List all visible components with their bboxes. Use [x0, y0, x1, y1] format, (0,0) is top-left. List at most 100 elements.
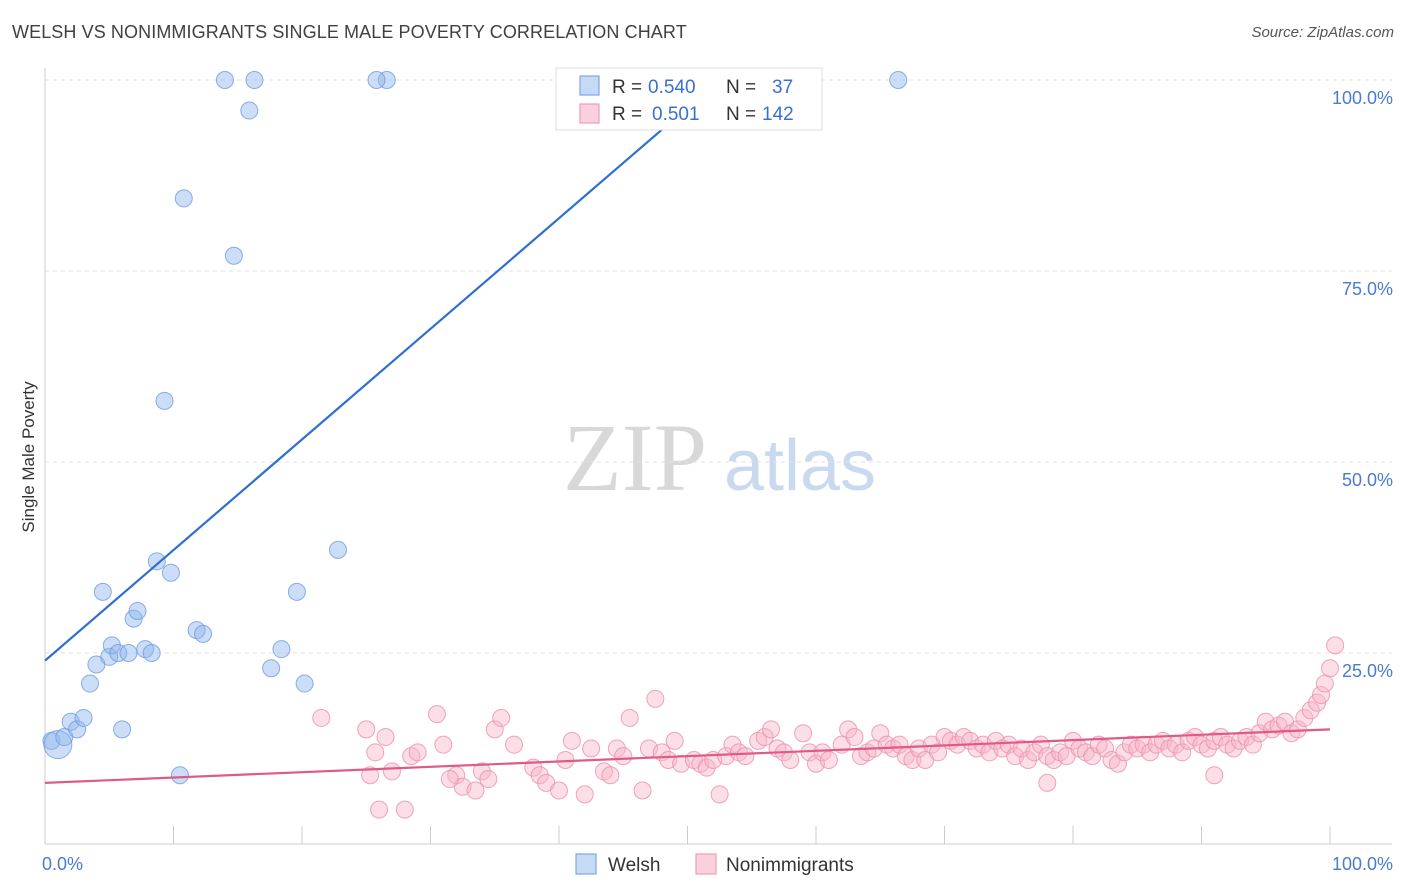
nonimmigrants-point: [505, 735, 524, 754]
welsh-point: [119, 644, 138, 662]
nonimmigrants-point: [550, 781, 568, 800]
series-legend: Welsh Nonimmigrants: [575, 853, 854, 876]
bottom-legend-swatch-welsh: [575, 853, 597, 875]
nonimmigrants-point: [890, 735, 909, 754]
nonimmigrants-point: [408, 743, 427, 762]
chart-source: Source: ZipAtlas.com: [1251, 24, 1394, 41]
nonimmigrants-points: [312, 636, 1345, 819]
nonimmigrants-point: [839, 720, 858, 739]
nonimmigrants-point: [1326, 636, 1345, 655]
nonimmigrants-point: [1038, 773, 1057, 792]
welsh-point: [224, 246, 243, 265]
bottom-legend-welsh: Welsh: [608, 855, 660, 876]
nonimmigrants-point: [1205, 766, 1224, 785]
nonimmigrants-point: [434, 735, 453, 754]
welsh-point: [100, 647, 119, 666]
nonimmigrants-point: [1295, 708, 1314, 727]
legend-swatch-welsh: [579, 75, 600, 96]
legend-nonimm-n-label: N =: [726, 104, 756, 125]
welsh-point: [128, 601, 147, 620]
welsh-point: [80, 674, 99, 693]
legend-nonimm-r-label: R =: [612, 104, 642, 125]
welsh-point: [43, 730, 73, 760]
y-axis-label: Single Male Poverty: [19, 381, 38, 533]
y-tick-label-75: 75.0%: [1342, 279, 1393, 299]
nonimmigrants-point: [633, 781, 652, 800]
nonimmigrants-point: [1108, 754, 1127, 773]
nonimmigrants-point: [665, 731, 684, 750]
x-tick-label-min: 0.0%: [42, 854, 83, 874]
legend-welsh-r-value: 0.540: [648, 77, 696, 98]
nonimmigrants-point: [582, 739, 601, 758]
nonimmigrants-point: [575, 785, 594, 804]
welsh-point: [287, 582, 306, 601]
welsh-point: [161, 563, 180, 582]
nonimmigrants-point: [781, 750, 800, 769]
nonimmigrants-point: [1301, 701, 1320, 720]
welsh-point: [215, 71, 234, 89]
nonimmigrants-point: [903, 750, 922, 769]
legend-nonimm-n-value: 142: [762, 104, 794, 125]
nonimmigrants-point: [357, 720, 376, 739]
nonimmigrants-point: [736, 747, 755, 766]
welsh-point: [142, 644, 161, 662]
nonimmigrants-point: [492, 708, 511, 727]
nonimmigrants-point: [1198, 739, 1217, 758]
welsh-trend-line: [44, 79, 721, 662]
welsh-point: [328, 540, 347, 559]
welsh-point: [170, 766, 189, 785]
bottom-legend-nonimmigrants: Nonimmigrants: [726, 855, 854, 876]
legend-welsh-n-label: N =: [726, 77, 756, 98]
nonimmigrants-point: [601, 766, 620, 785]
nonimmigrants-point: [427, 705, 446, 724]
nonimmigrants-point: [620, 708, 639, 727]
nonimmigrants-point: [312, 708, 331, 727]
nonimmigrants-point: [366, 743, 385, 762]
y-tick-label-25: 25.0%: [1342, 661, 1393, 681]
nonimmigrants-point: [646, 689, 665, 708]
nonimmigrants-point: [395, 800, 414, 819]
nonimmigrants-point: [472, 762, 491, 781]
welsh-point: [262, 659, 281, 678]
welsh-point: [245, 71, 264, 89]
nonimmigrants-point: [562, 731, 581, 750]
welsh-point: [240, 101, 259, 120]
nonimmigrants-point: [530, 766, 549, 785]
welsh-point: [272, 640, 291, 659]
nonimmigrants-point: [1243, 735, 1262, 754]
nonimmigrants-point: [466, 781, 485, 800]
welsh-point: [174, 189, 193, 208]
trend-lines: [44, 79, 1331, 784]
welsh-point: [155, 391, 174, 410]
welsh-point: [295, 674, 314, 693]
welsh-point: [68, 720, 87, 739]
welsh-point: [109, 644, 128, 662]
welsh-point: [889, 71, 908, 89]
nonimmigrants-point: [440, 770, 459, 789]
welsh-point: [377, 71, 396, 89]
axes: 25.0% 50.0% 75.0% 100.0%: [44, 68, 1393, 845]
nonimmigrants-point: [819, 750, 838, 769]
nonimmigrants-point: [382, 762, 401, 781]
legend-swatch-nonimmigrants: [579, 103, 600, 124]
y-tick-label-50: 50.0%: [1342, 470, 1393, 490]
welsh-points: [42, 71, 908, 785]
watermark-zip: ZIP: [563, 404, 707, 511]
welsh-point: [194, 624, 213, 643]
welsh-point: [367, 71, 386, 89]
nonimmigrants-point: [485, 720, 504, 739]
nonimmigrants-point: [376, 728, 395, 747]
welsh-point: [113, 720, 132, 739]
nonimmigrants-point: [607, 739, 626, 758]
nonimmigrants-point: [1019, 750, 1038, 769]
nonimmigrants-point: [370, 800, 389, 819]
nonimmigrants-point: [479, 770, 498, 789]
nonimmigrants-point: [1315, 674, 1334, 693]
nonimmigrants-point: [1312, 686, 1331, 705]
legend-nonimm-r-value: 0.501: [652, 104, 700, 125]
nonimmigrants-point: [1173, 743, 1192, 762]
correlation-legend: R = 0.540 N = 37 R = 0.501 N = 142: [555, 67, 823, 131]
legend-welsh-r-label: R =: [612, 77, 642, 98]
y-tick-label-100: 100.0%: [1332, 88, 1393, 108]
